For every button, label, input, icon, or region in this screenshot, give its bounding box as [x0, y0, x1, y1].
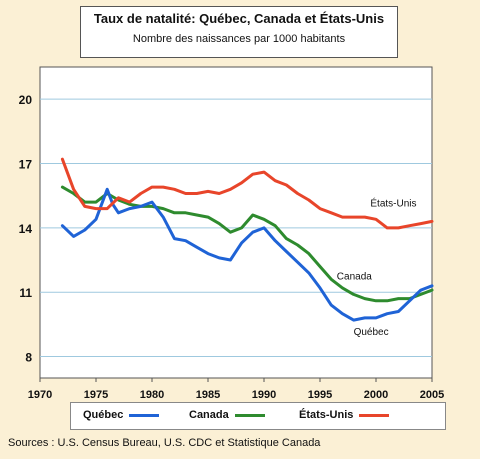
legend-item-etats-unis: États-Unis	[299, 409, 390, 421]
plot-area	[39, 66, 433, 379]
legend: Québec Canada États-Unis	[70, 402, 446, 430]
source-note: Sources : U.S. Census Bureau, U.S. CDC e…	[8, 437, 321, 449]
legend-item-quebec: Québec	[83, 409, 160, 421]
legend-item-canada: Canada	[189, 409, 265, 421]
x-tick-label-2005: 2005	[420, 389, 444, 401]
gridlines	[40, 98, 432, 358]
legend-label-etats-unis: États-Unis	[299, 409, 354, 421]
series-line-etats-unis	[60, 157, 434, 230]
annotation-canada: Canada	[337, 271, 372, 282]
chart-subtitle: Nombre des naissances par 1000 habitants	[132, 33, 346, 45]
legend-label-quebec: Québec	[83, 409, 124, 421]
legend-swatch-etats-unis	[359, 413, 390, 417]
x-tick-label-1975: 1975	[84, 389, 108, 401]
x-tick-label-1980: 1980	[140, 389, 164, 401]
title-box: Taux de natalité: Québec, Canada et État…	[80, 6, 398, 58]
legend-label-canada: Canada	[189, 409, 229, 421]
line-annotations: États-Unis Canada Québec	[337, 196, 417, 338]
chart-title: Taux de natalité: Québec, Canada et État…	[93, 11, 385, 26]
x-tick-label-1990: 1990	[252, 389, 276, 401]
series-line-quebec	[60, 187, 434, 322]
legend-swatch-quebec	[129, 413, 160, 417]
series-lines	[60, 157, 434, 322]
y-axis: 8 11 14 17 20	[19, 93, 33, 364]
x-axis: 1970 1975 1980 1985 1990 1995 2000 2005	[28, 378, 444, 401]
y-tick-label-17: 17	[19, 158, 33, 172]
y-tick-label-11: 11	[19, 286, 32, 300]
x-tick-label-1985: 1985	[196, 389, 220, 401]
series-line-canada	[60, 185, 434, 303]
y-tick-label-20: 20	[19, 93, 33, 107]
y-tick-label-8: 8	[25, 351, 32, 365]
annotation-etats-unis: États-Unis	[370, 196, 416, 209]
legend-swatch-canada	[234, 413, 265, 417]
annotation-quebec: Québec	[354, 327, 389, 338]
x-tick-label-1970: 1970	[28, 389, 52, 401]
x-tick-label-1995: 1995	[308, 389, 332, 401]
y-tick-label-14: 14	[19, 222, 33, 236]
x-tick-label-2000: 2000	[364, 389, 388, 401]
